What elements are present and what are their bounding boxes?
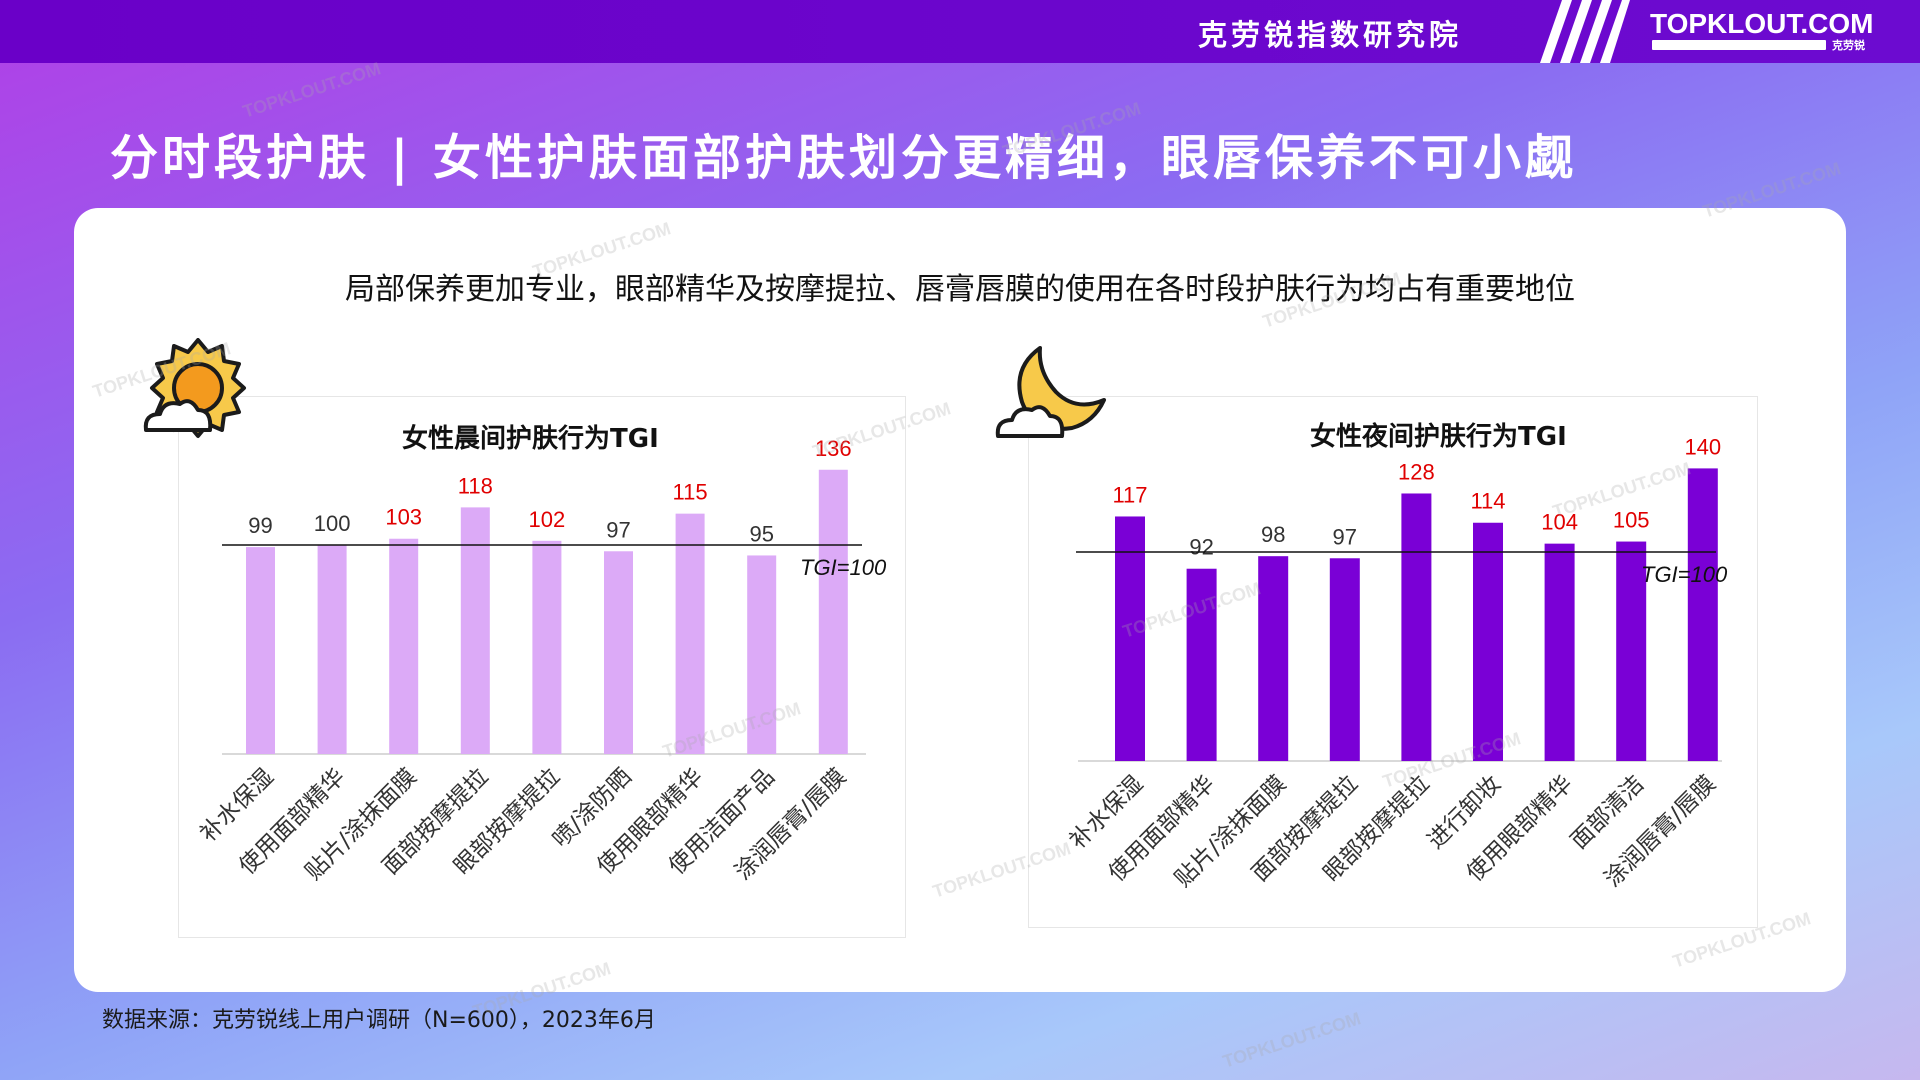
night-data-label: 114 (1470, 489, 1505, 514)
night-chart-title: 女性夜间护肤行为TGI (1310, 422, 1567, 452)
morning-bar (675, 513, 705, 754)
brand-tagline-bar (1652, 40, 1826, 50)
night-bar (1401, 493, 1432, 761)
morning-bar (317, 545, 347, 754)
night-data-label: 98 (1261, 522, 1285, 547)
morning-data-label: 102 (529, 507, 566, 532)
night-bar (1616, 541, 1647, 761)
morning-bar (460, 507, 490, 754)
morning-data-label: 99 (248, 513, 272, 538)
morning-data-label: 118 (458, 473, 493, 498)
brand-stripes-icon (1540, 0, 1630, 63)
night-bar (1329, 558, 1360, 761)
morning-data-label: 95 (749, 521, 773, 546)
moon-cloud-icon (995, 346, 1106, 438)
morning-bar (532, 540, 562, 754)
morning-reference-label: TGI=100 (800, 555, 887, 580)
morning-data-label: 103 (385, 505, 422, 530)
night-bar (1473, 522, 1503, 761)
night-bar (1115, 516, 1145, 761)
night-reference-label: TGI=100 (1641, 562, 1728, 587)
top-bar (0, 0, 1920, 63)
morning-data-label: 115 (673, 480, 708, 505)
sun-cloud-icon (143, 338, 246, 438)
morning-bar (818, 469, 848, 754)
night-data-label: 117 (1112, 482, 1147, 507)
night-bar (1544, 543, 1575, 761)
morning-data-label: 97 (606, 517, 630, 542)
brand-logo: TOPKLOUT.COM (1650, 8, 1874, 39)
night-data-label: 105 (1613, 508, 1650, 533)
data-source: 数据来源：克劳锐线上用户调研（N=600），2023年6月 (102, 1008, 656, 1033)
brand-subline: 克劳锐 (1652, 39, 1872, 52)
morning-chart-title: 女性晨间护肤行为TGI (402, 424, 659, 454)
card-subtitle: 局部保养更加专业，眼部精华及按摩提拉、唇膏唇膜的使用在各时段护肤行为均占有重要地… (345, 272, 1575, 307)
morning-bar (604, 551, 633, 754)
page-title: 分时段护肤 | 女性护肤面部护肤划分更精细，眼唇保养不可小觑 (110, 130, 1577, 186)
morning-bar (246, 547, 275, 754)
night-bar (1687, 468, 1718, 761)
night-data-label: 97 (1333, 524, 1357, 549)
morning-bar (747, 555, 777, 754)
morning-data-label: 100 (314, 511, 351, 536)
night-bar (1186, 568, 1217, 761)
brand-tag: 克劳锐 (1832, 39, 1865, 52)
org-name: 克劳锐指数研究院 (1198, 18, 1463, 52)
night-data-label: 140 (1684, 434, 1721, 459)
night-data-label: 92 (1189, 535, 1213, 560)
morning-data-label: 136 (815, 436, 852, 461)
night-data-label: 128 (1398, 459, 1435, 484)
morning-bar (389, 538, 419, 754)
night-data-label: 104 (1541, 510, 1578, 535)
night-bar (1258, 556, 1289, 761)
